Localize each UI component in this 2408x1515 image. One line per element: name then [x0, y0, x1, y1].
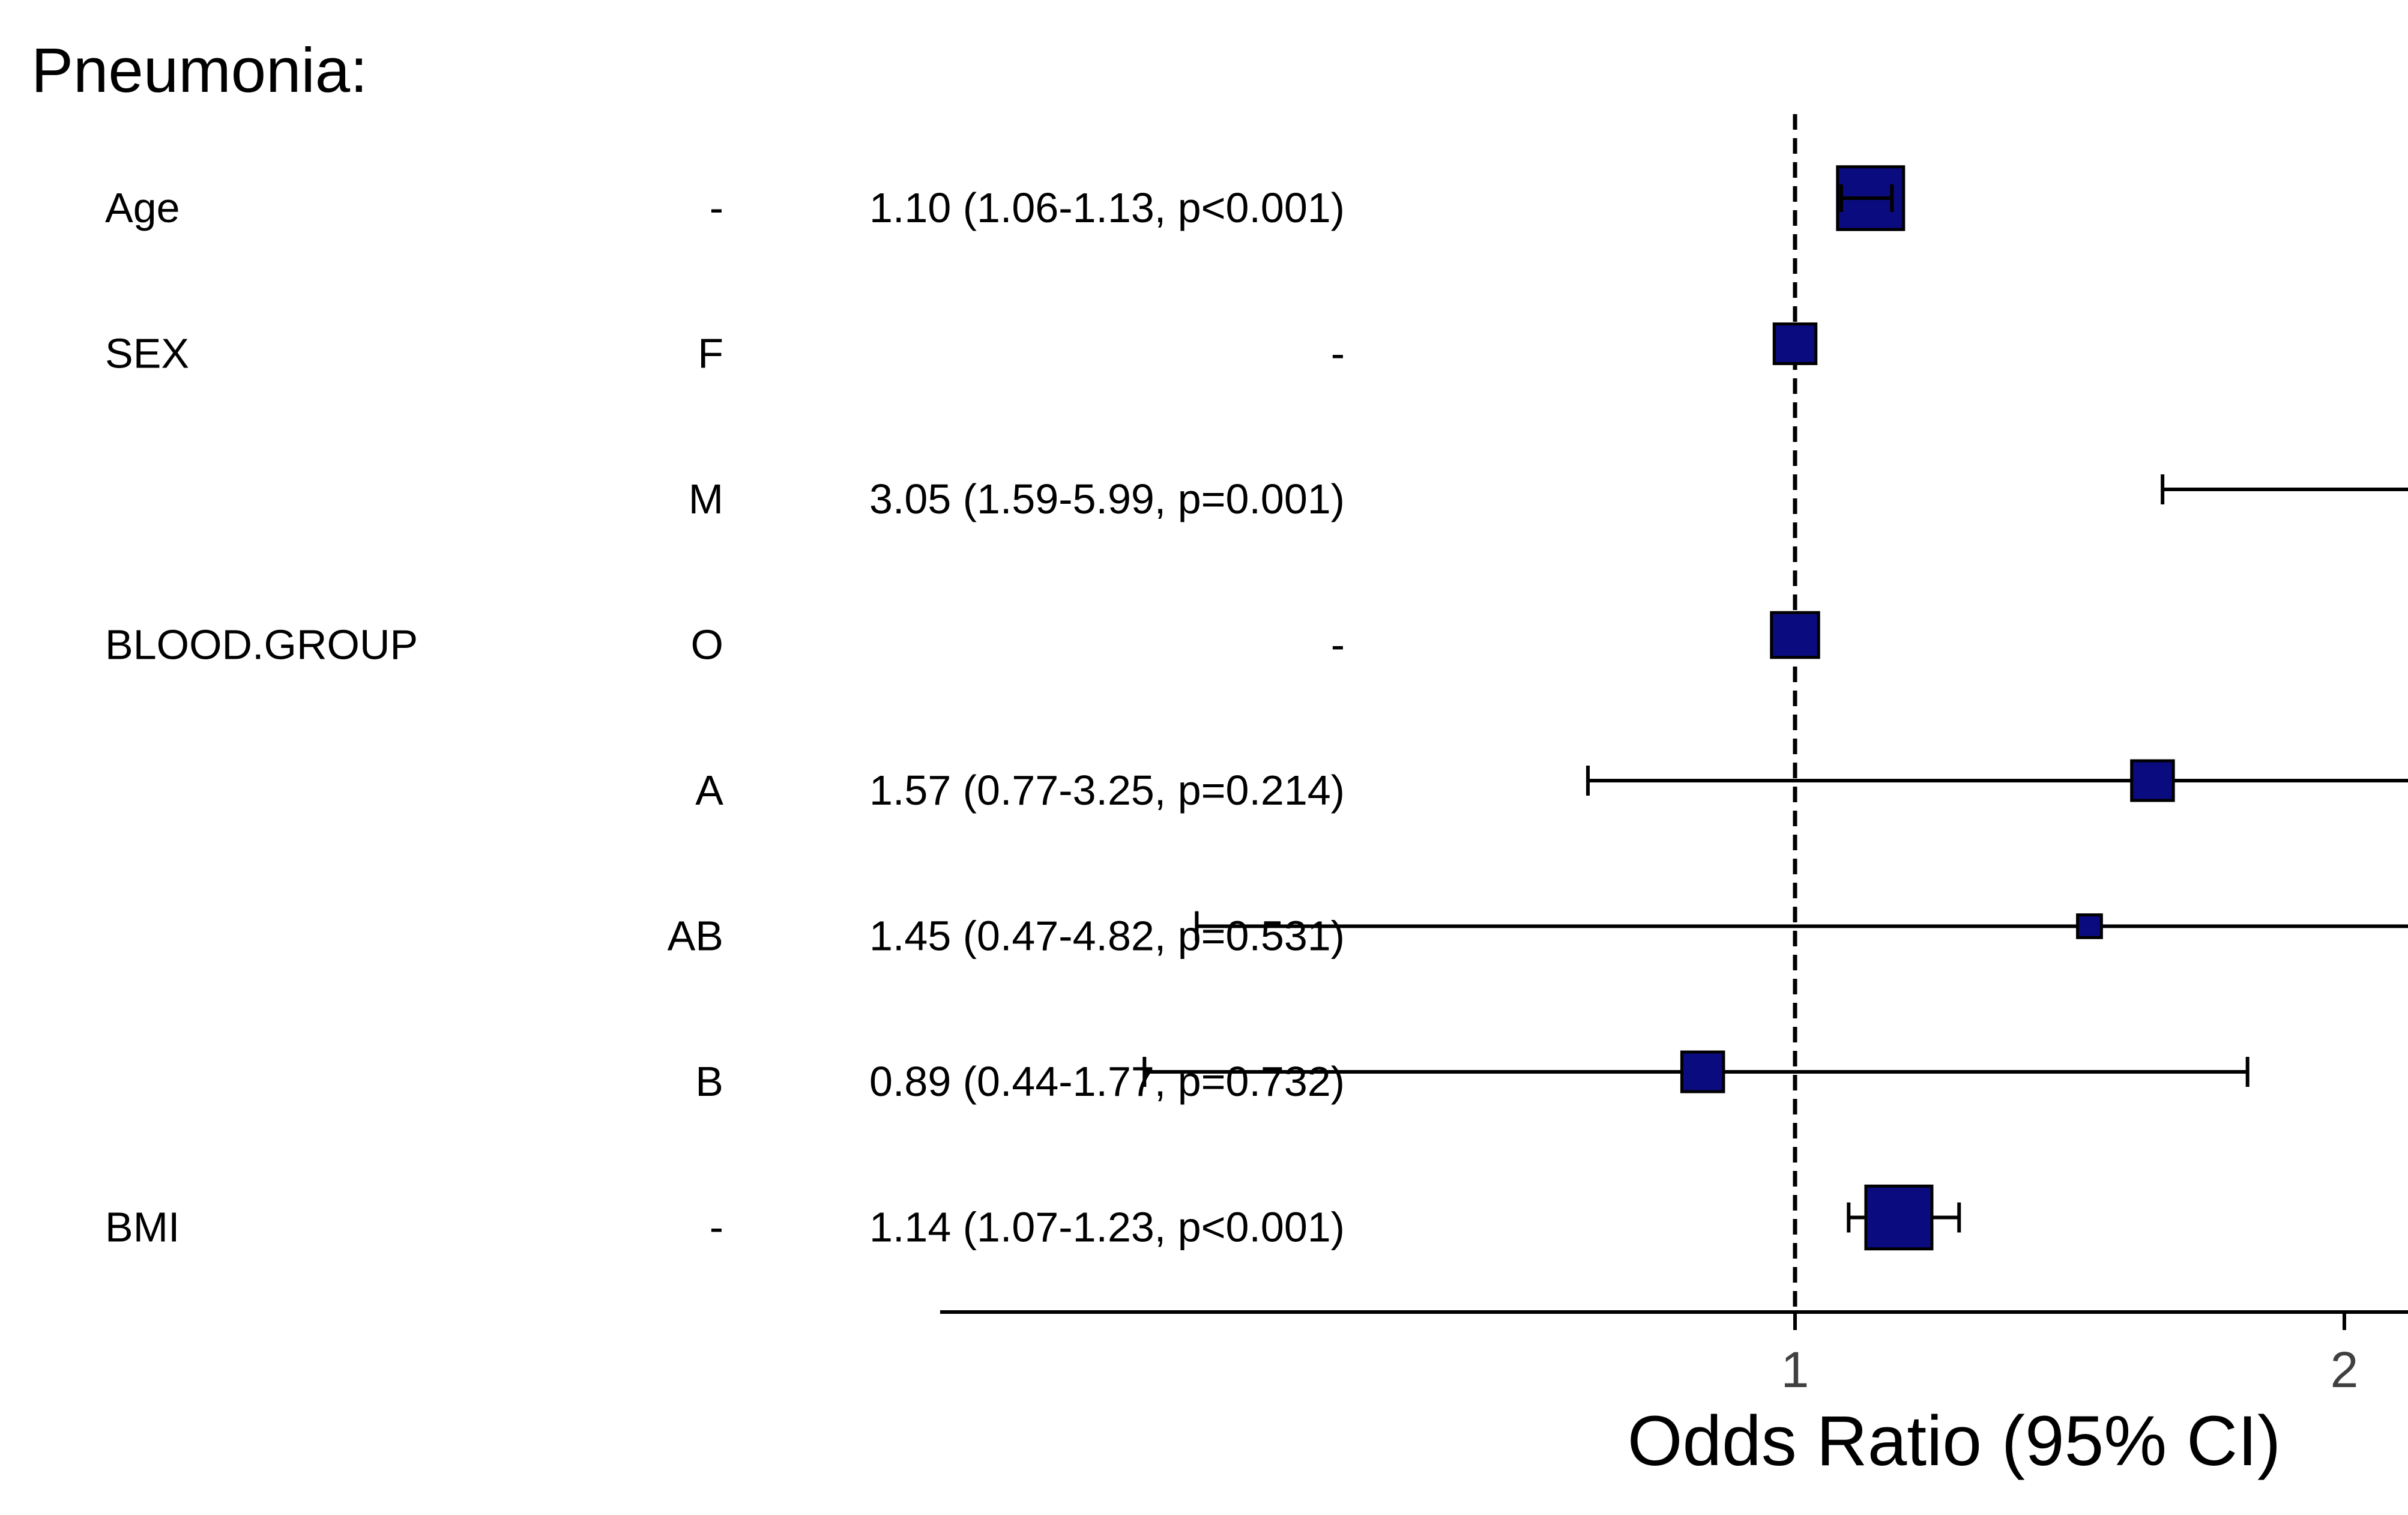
row-level-label: -: [710, 184, 723, 231]
table-rows: Age - 1.10 (1.06-1.13, p<0.001) SEX F - M 3.05 …: [105, 184, 1345, 1251]
x-axis-label: Odds Ratio (95% CI): [1628, 1402, 2281, 1481]
row-variable-label: BMI: [105, 1204, 180, 1251]
row-level-label: AB: [668, 913, 723, 960]
row-estimate-text: 1.57 (0.77-3.25, p=0.214): [869, 767, 1345, 814]
row-level-label: A: [695, 767, 723, 814]
row-level-label: F: [698, 330, 723, 377]
point-estimate-box: [1864, 1184, 1934, 1251]
row-level-label: M: [689, 476, 723, 522]
row-estimate-text: -: [1331, 330, 1345, 377]
row-variable-label: SEX: [105, 330, 189, 377]
point-estimate-box: [1680, 1050, 1725, 1093]
chart-title: Pneumonia:: [31, 35, 367, 106]
row-estimate-text: 1.10 (1.06-1.13, p<0.001): [869, 184, 1345, 231]
row-estimate-text: 3.05 (1.59-5.99, p=0.001): [869, 476, 1345, 522]
row-estimate-text: 0.89 (0.44-1.77, p=0.732): [869, 1058, 1345, 1105]
x-tick-label: 1: [1781, 1341, 1809, 1398]
row-level-label: -: [710, 1204, 723, 1251]
row-level-label: O: [691, 621, 723, 668]
point-estimate-box: [2076, 913, 2103, 939]
row-estimate-text: 1.45 (0.47-4.82, p=0.531): [869, 913, 1345, 960]
row-estimate-text: -: [1331, 621, 1345, 668]
point-estimate-box: [2130, 759, 2175, 802]
point-estimate-box: [1770, 611, 1820, 659]
plot-area: 123456: [940, 114, 2408, 1398]
row-variable-label: Age: [105, 184, 180, 231]
row-level-label: B: [695, 1058, 723, 1105]
row-variable-label: BLOOD.GROUP: [105, 621, 418, 668]
x-tick-label: 2: [2331, 1341, 2359, 1398]
point-estimate-box: [1772, 322, 1818, 366]
row-estimate-text: 1.14 (1.07-1.23, p<0.001): [869, 1204, 1345, 1251]
